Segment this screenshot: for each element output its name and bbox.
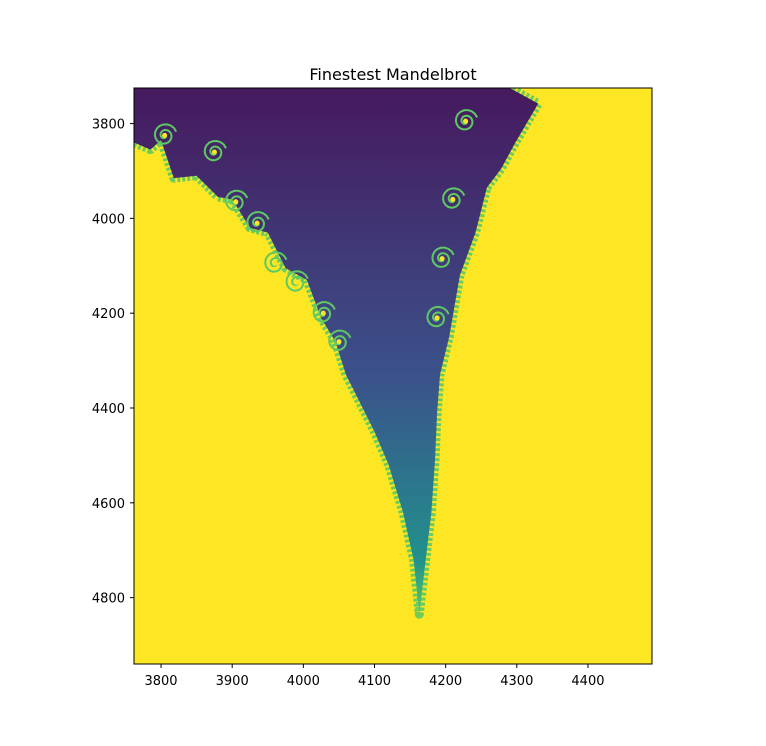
y-tick-label: 4200 (92, 307, 125, 322)
y-tick-label: 4000 (92, 212, 125, 227)
spiral-feature (431, 246, 455, 268)
spiral-feature (285, 270, 309, 292)
spiral-feature (264, 251, 288, 273)
spiral-feature-group (153, 109, 479, 351)
spiral-feature (454, 109, 479, 131)
spiral-core (162, 132, 168, 138)
spiral-arm (153, 123, 178, 145)
spiral-feature (442, 187, 466, 209)
spiral-arm (454, 109, 479, 131)
spiral-feature (426, 305, 450, 328)
spiral-core (254, 220, 260, 226)
spiral-feature (246, 211, 270, 233)
spiral-arm (285, 270, 309, 292)
spiral-arm (426, 305, 450, 328)
y-axis: 3800 4000 4200 4400 4600 4800 (92, 118, 134, 607)
spiral-core (439, 256, 445, 262)
x-tick-label: 4100 (358, 674, 391, 689)
x-tick-label: 4400 (571, 674, 604, 689)
spiral-core (233, 199, 239, 205)
x-tick-label: 3800 (144, 674, 177, 689)
fractal-interior-region (134, 88, 539, 615)
x-tick-label: 4000 (287, 674, 320, 689)
spiral-core (434, 315, 440, 321)
spiral-arm (264, 251, 288, 273)
spiral-feature (153, 123, 178, 145)
x-axis: 3800 3900 4000 4100 4200 4300 4400 (144, 664, 605, 689)
x-tick-label: 3900 (216, 674, 249, 689)
y-tick-label: 4600 (92, 497, 125, 512)
y-tick-label: 3800 (92, 118, 125, 133)
spiral-core (320, 310, 326, 316)
spiral-arm (246, 211, 270, 233)
spiral-arm (312, 301, 336, 323)
spiral-feature (224, 189, 249, 212)
spiral-arm (442, 187, 466, 209)
plot-area (134, 88, 652, 664)
spiral-arm (203, 139, 227, 162)
spiral-core (293, 279, 299, 285)
chart-title: Finestest Mandelbrot (309, 65, 476, 84)
spiral-arm (431, 246, 455, 268)
spiral-arm (224, 189, 249, 212)
spiral-core (463, 118, 469, 124)
spiral-feature (312, 301, 336, 323)
axes-frame (133, 87, 653, 665)
x-tick-label: 4300 (500, 674, 533, 689)
spiral-feature (328, 329, 352, 351)
spiral-core (272, 260, 278, 266)
y-tick-label: 4800 (92, 592, 125, 607)
spiral-arm (328, 329, 352, 351)
y-tick-label: 4400 (92, 402, 125, 417)
spiral-core (450, 196, 456, 202)
spiral-core (336, 339, 342, 345)
x-tick-label: 4200 (429, 674, 462, 689)
spiral-feature (203, 139, 227, 162)
spiral-core (211, 149, 217, 155)
